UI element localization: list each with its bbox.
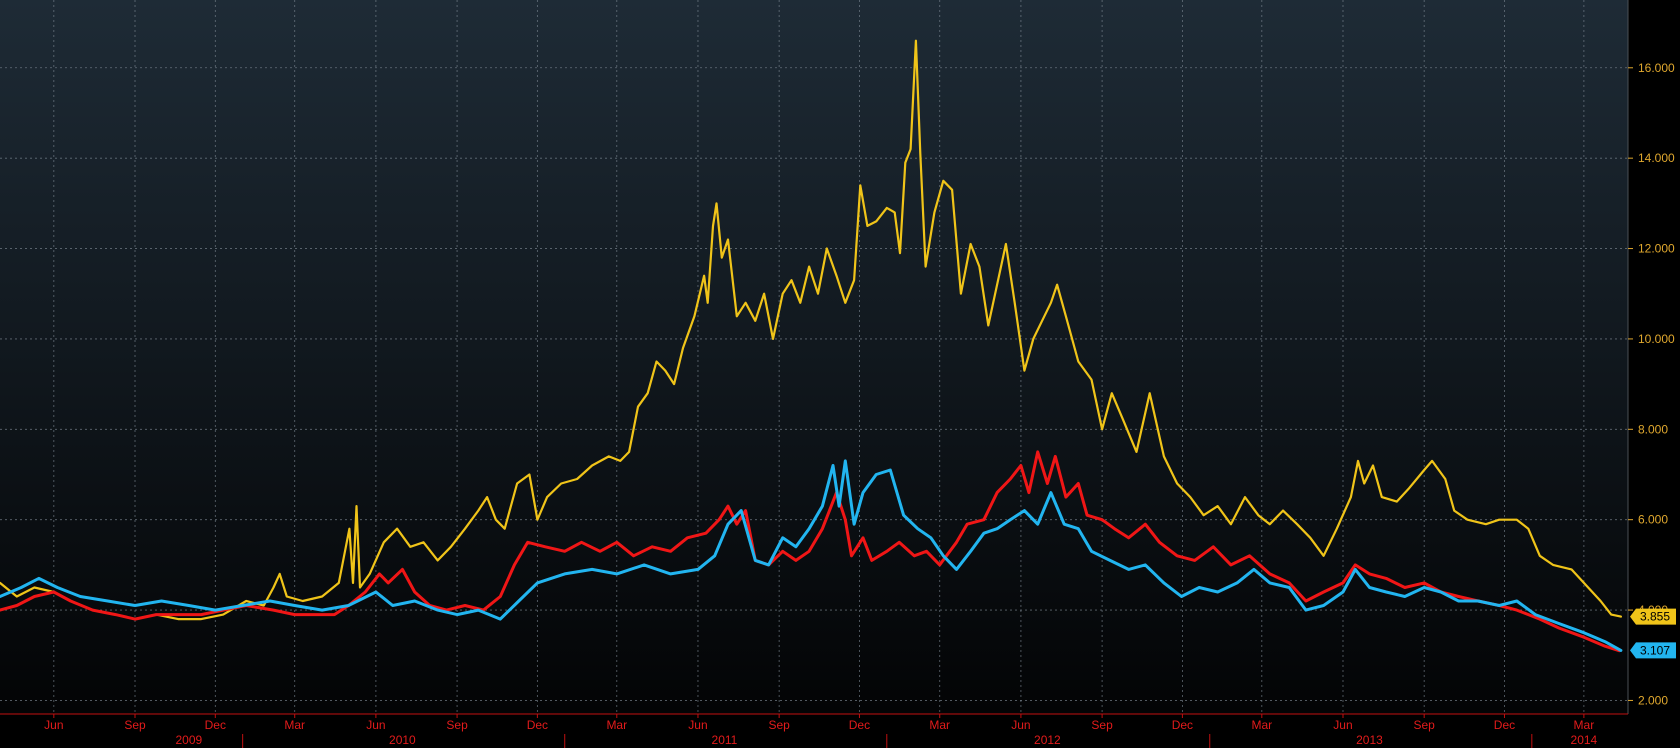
end-label-box-1	[1630, 608, 1676, 625]
series-line-1	[0, 39, 1622, 621]
gridlines	[0, 0, 1628, 714]
series-lines	[0, 39, 1623, 653]
y-tick-label: 10.000	[1638, 332, 1675, 346]
x-month-label: Dec	[1494, 718, 1515, 732]
x-month-label: Mar	[284, 718, 305, 732]
right-axis-background	[1628, 0, 1680, 714]
x-month-label: Jun	[1333, 718, 1352, 732]
x-month-label: Mar	[929, 718, 950, 732]
y-tick-label: 6.000	[1638, 513, 1668, 527]
y-tick-label: 8.000	[1638, 422, 1668, 436]
x-year-label: 2012	[1034, 733, 1061, 747]
y-tick-label: 16.000	[1638, 61, 1675, 75]
x-month-label: Jun	[688, 718, 707, 732]
x-month-label: Jun	[366, 718, 385, 732]
x-month-label: Dec	[1172, 718, 1193, 732]
x-month-label: Jun	[44, 718, 63, 732]
x-month-label: Sep	[1091, 718, 1113, 732]
end-label-3: 3.107	[1640, 643, 1670, 657]
y-tick-label: 12.000	[1638, 242, 1675, 256]
plot-background	[0, 0, 1628, 714]
x-year-label: 2009	[175, 733, 202, 747]
x-month-label: Sep	[1413, 718, 1435, 732]
bottom-axis-background	[0, 714, 1680, 748]
y-tick-label: 2.000	[1638, 693, 1668, 707]
x-month-label: Mar	[1574, 718, 1595, 732]
x-month-label: Mar	[1251, 718, 1272, 732]
x-month-label: Sep	[124, 718, 146, 732]
x-year-label: 2014	[1571, 733, 1598, 747]
x-month-label: Dec	[205, 718, 226, 732]
x-axis: Jun Sep Dec Mar Jun Sep Dec Mar Jun Sep Dec Mar Jun S…	[0, 713, 1628, 748]
x-month-label: Mar	[606, 718, 627, 732]
x-month-label: Dec	[849, 718, 870, 732]
x-month-label: Sep	[446, 718, 468, 732]
end-value-labels: 3.855 3.107	[1630, 608, 1676, 659]
series-line-3	[0, 459, 1623, 652]
end-label-1: 3.855	[1640, 610, 1670, 624]
x-year-label: 2011	[712, 733, 738, 747]
x-year-label: 2013	[1356, 733, 1383, 747]
y-axis: 2.0004.0006.0008.00010.00012.00014.00016…	[1627, 0, 1675, 714]
y-tick-label: 14.000	[1638, 151, 1675, 165]
x-year-label: 2010	[389, 733, 416, 747]
x-month-label: Dec	[527, 718, 548, 732]
end-label-box-3	[1630, 642, 1676, 659]
x-month-label: Jun	[1011, 718, 1030, 732]
x-month-label: Sep	[768, 718, 790, 732]
